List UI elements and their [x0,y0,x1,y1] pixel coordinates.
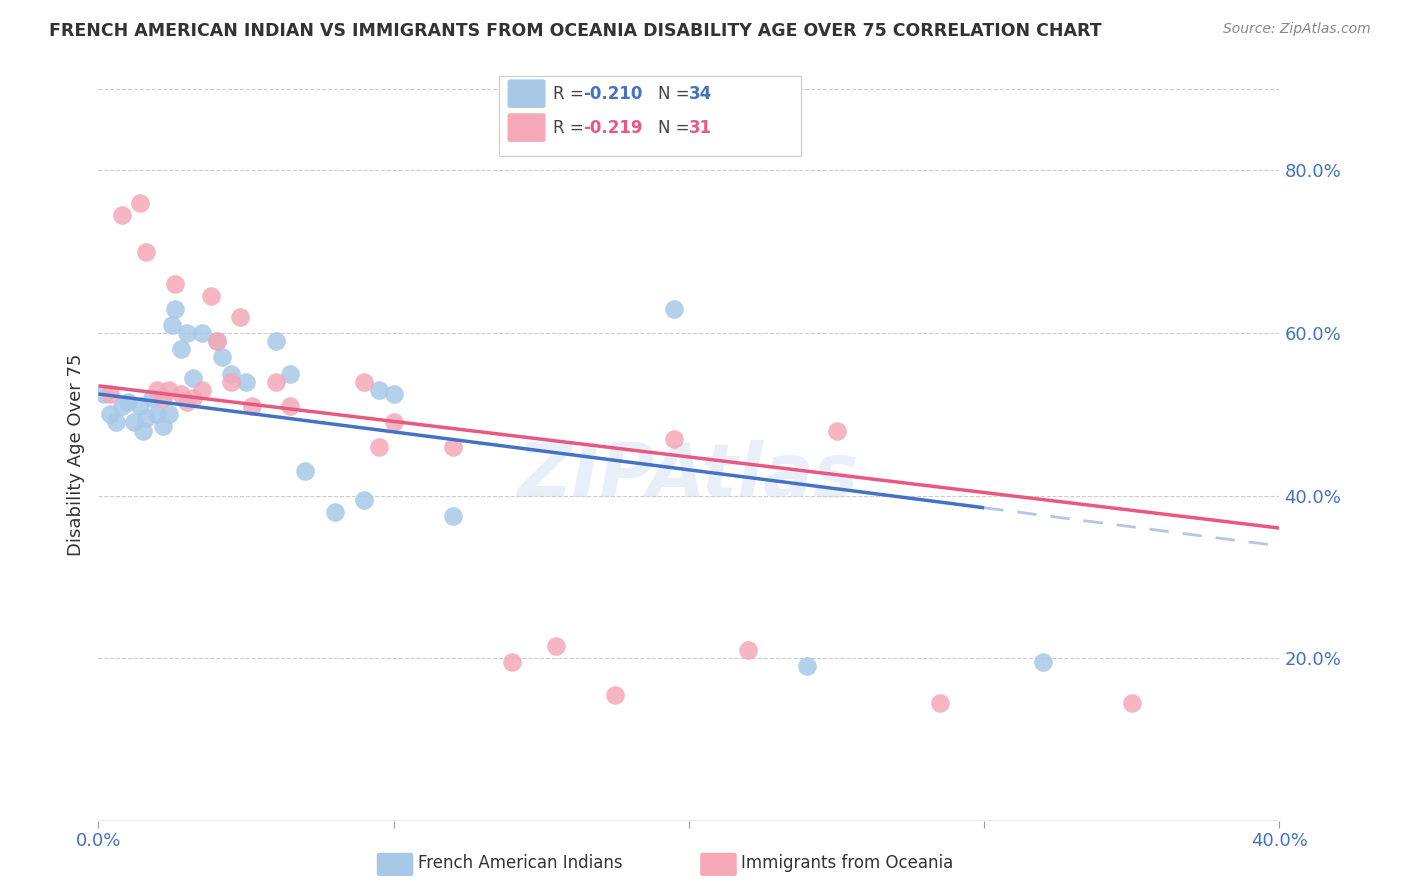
Point [737,643,759,657]
Point [170,387,193,401]
Text: R =: R = [553,119,589,136]
Text: 34: 34 [689,85,713,103]
Point [368,383,391,397]
Point [441,440,464,454]
Point [929,696,952,710]
Text: FRENCH AMERICAN INDIAN VS IMMIGRANTS FROM OCEANIA DISABILITY AGE OVER 75 CORRELA: FRENCH AMERICAN INDIAN VS IMMIGRANTS FRO… [49,22,1102,40]
Point [128,399,150,413]
Point [128,196,150,211]
Point [141,391,163,405]
Point [146,407,169,421]
Point [135,411,157,425]
Point [264,334,287,348]
Y-axis label: Disability Age Over 75: Disability Age Over 75 [66,353,84,557]
Point [1032,655,1054,669]
Point [152,419,174,434]
Point [1121,696,1143,710]
Text: ZIPAtlas: ZIPAtlas [519,441,859,514]
Text: 31: 31 [689,119,711,136]
Point [152,391,174,405]
Point [211,351,233,365]
Point [605,688,627,702]
Point [353,375,375,389]
Point [122,416,145,430]
Point [280,399,302,413]
Point [105,416,128,430]
Point [146,383,169,397]
Point [135,244,157,259]
Point [229,310,252,324]
Point [664,432,686,446]
Point [181,370,204,384]
Text: N =: N = [658,85,695,103]
Point [368,440,391,454]
Point [205,334,228,348]
Point [221,367,243,381]
Point [111,399,134,413]
Point [240,399,263,413]
Point [664,301,686,316]
Point [501,655,523,669]
Point [235,375,257,389]
Point [796,659,818,673]
Text: French American Indians: French American Indians [418,855,623,872]
Point [157,383,180,397]
Point [117,395,139,409]
Point [165,301,187,316]
Point [176,326,198,340]
Text: Source: ZipAtlas.com: Source: ZipAtlas.com [1223,22,1371,37]
Point [382,387,405,401]
Point [165,277,187,292]
Point [162,318,183,332]
Text: N =: N = [658,119,695,136]
Point [205,334,228,348]
Text: -0.210: -0.210 [583,85,643,103]
Point [191,326,214,340]
Point [221,375,243,389]
Point [353,492,375,507]
Point [157,407,180,421]
Text: -0.219: -0.219 [583,119,643,136]
Text: R =: R = [553,85,589,103]
Text: Immigrants from Oceania: Immigrants from Oceania [741,855,953,872]
Point [294,464,316,478]
Point [111,208,134,222]
Point [382,416,405,430]
Point [170,343,193,357]
Point [323,505,346,519]
Point [176,395,198,409]
Point [825,424,848,438]
Point [280,367,302,381]
Point [200,289,222,303]
Point [264,375,287,389]
Point [181,391,204,405]
Point [191,383,214,397]
Point [98,407,121,421]
Point [132,424,155,438]
Point [93,387,115,401]
Point [98,387,121,401]
Point [546,639,568,653]
Point [441,508,464,523]
